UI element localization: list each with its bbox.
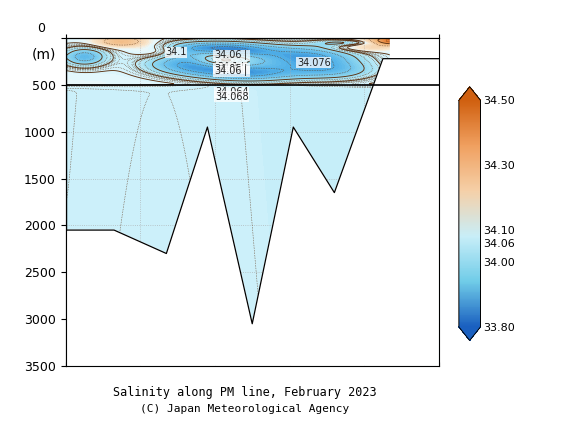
Polygon shape [390,38,439,59]
Text: 34.068: 34.068 [215,92,249,102]
Text: 34.1❘: 34.1❘ [217,62,246,72]
PathPatch shape [459,87,481,100]
Text: 34.06❘: 34.06❘ [214,50,250,60]
Text: 34.064: 34.064 [215,88,249,97]
Text: (C) Japan Meteorological Agency: (C) Japan Meteorological Agency [140,404,350,414]
Text: 34.05❘: 34.05❘ [214,64,250,74]
Text: 34.076: 34.076 [297,58,331,68]
Text: Salinity along PM line, February 2023: Salinity along PM line, February 2023 [113,386,377,399]
Text: 0: 0 [37,22,45,35]
Text: (m): (m) [32,48,56,62]
Text: 34.06❘: 34.06❘ [214,66,250,76]
PathPatch shape [459,327,481,341]
Polygon shape [66,59,439,366]
Text: 34.1: 34.1 [165,47,186,57]
